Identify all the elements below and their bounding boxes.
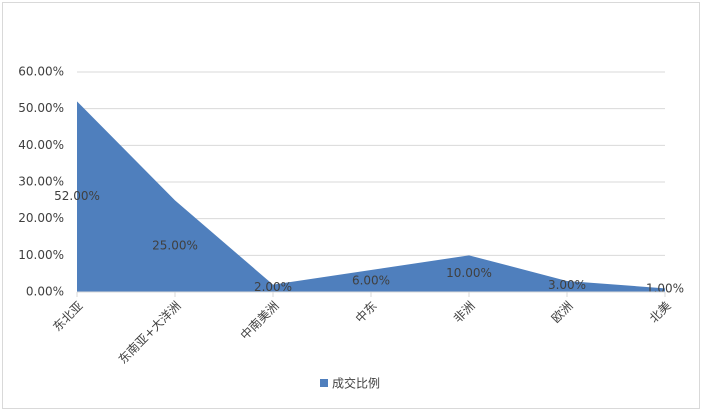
y-tick-label: 30.00%: [18, 175, 64, 189]
data-label: 2.00%: [254, 280, 292, 294]
y-tick-label: 50.00%: [18, 101, 64, 115]
y-tick-label: 0.00%: [26, 285, 64, 299]
y-tick-label: 10.00%: [18, 248, 64, 262]
data-label: 52.00%: [54, 189, 100, 203]
legend-swatch: [320, 379, 328, 387]
legend-label: 成交比例: [332, 376, 380, 391]
data-label: 10.00%: [446, 266, 492, 280]
area: [77, 101, 665, 292]
data-label: 25.00%: [152, 239, 198, 253]
data-label: 6.00%: [352, 274, 390, 288]
y-tick-label: 60.00%: [18, 65, 64, 79]
data-label: 3.00%: [548, 278, 586, 292]
y-tick-label: 40.00%: [18, 138, 64, 152]
y-tick-label: 20.00%: [18, 211, 64, 225]
